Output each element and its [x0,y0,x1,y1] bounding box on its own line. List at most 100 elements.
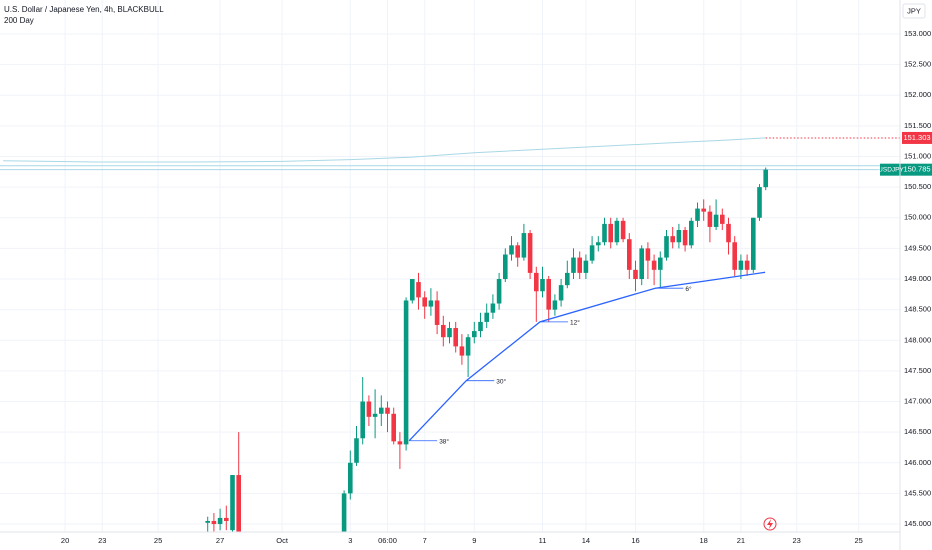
x-tick-label: 27 [216,536,224,545]
x-tick-label: 25 [855,536,863,545]
indicator-name: 200 Day [4,16,34,25]
y-tick-label: 147.500 [904,366,931,375]
candle-body [211,520,217,525]
candle-body [720,214,725,224]
candle-body [453,328,458,347]
candle-body [583,260,589,273]
x-tick-label: 11 [539,536,547,545]
candle-body [224,517,229,521]
candle-body [527,233,533,273]
y-tick-label: 150.500 [904,182,931,191]
candle-body [763,169,768,188]
candle-body [651,260,657,270]
y-tick-label: 147.000 [904,397,931,406]
candle-body [403,300,409,445]
candle-body [546,279,551,310]
candle-body [751,217,756,270]
candle-body [515,245,520,258]
candle-body [379,407,384,414]
candle-body [230,475,235,531]
x-tick-label: 23 [793,536,801,545]
ma-price-label: 151.303 [903,133,930,142]
candle-body [589,245,595,261]
candle-body [552,300,558,310]
candle-body [701,208,706,212]
candle-body [645,248,651,261]
grid [0,0,900,532]
angle-label: 38° [439,437,449,445]
candle-body [416,282,421,298]
y-tick-label: 149.000 [904,274,931,283]
candle-body [447,328,452,338]
candle-body [410,279,415,301]
y-tick-label: 148.500 [904,305,931,314]
candle-body [496,279,502,304]
x-tick-label: 14 [582,536,590,545]
x-tick-label: 25 [154,536,162,545]
candle-body [695,208,700,221]
candle-body [459,346,465,356]
candle-body [236,475,241,532]
y-tick-label: 146.000 [904,458,931,467]
angle-label: 30° [496,377,506,385]
candle-body [441,324,446,338]
candle-body [509,245,514,255]
y-tick-label: 148.000 [904,335,931,344]
candle-body [577,257,582,273]
candle-body [366,401,372,417]
candle-body [633,269,638,280]
candle-body [565,272,570,286]
candle-body [354,438,359,463]
candle-body [465,337,471,356]
x-tick-label: 20 [61,536,69,545]
candle-body [707,211,713,227]
x-tick-label: 7 [423,536,427,545]
candle-body [682,230,688,246]
candle-body [422,297,427,307]
y-tick-label: 150.000 [904,213,931,222]
currency-button[interactable] [902,3,926,19]
x-tick-label: 21 [737,536,745,545]
candle-body [503,254,508,280]
x-tick-label: Oct [276,536,289,545]
moving-average-line [3,137,766,163]
symbol-label: USDJPY [878,166,904,173]
candle-body [608,223,613,243]
candle-body [540,279,545,292]
x-tick-label: 18 [700,536,708,545]
candle-body [360,401,365,439]
candle-body [478,321,483,332]
lightning-icon[interactable] [763,517,777,531]
angle-label: 12° [570,319,580,327]
candle-body [744,260,750,270]
candle-body [490,303,496,313]
candle-body [639,248,644,280]
candle-body [676,230,682,243]
candle-body [534,272,539,292]
x-tick-label: 3 [348,536,352,545]
candle-body [205,520,210,523]
candle-body [521,233,527,258]
candle-body [341,493,347,532]
candle-body [571,257,576,273]
candle-body [689,220,694,246]
candle-body [428,300,434,307]
y-tick-label: 151.500 [904,121,931,130]
x-tick-label: 16 [631,536,639,545]
angle-label: 6° [685,285,692,293]
candle-body [738,260,744,270]
candle-body [627,239,632,270]
candle-body [385,407,390,414]
candle-body [434,300,440,325]
candle-body [391,413,396,442]
x-tick-label: 06:00 [378,536,397,545]
candle-body [372,413,378,417]
candle-body [713,214,719,227]
x-tick-label: 9 [472,536,476,545]
candle-body [726,223,731,243]
candle-body [732,242,737,270]
symbol-tag [880,163,932,176]
y-tick-label: 151.000 [904,151,931,160]
